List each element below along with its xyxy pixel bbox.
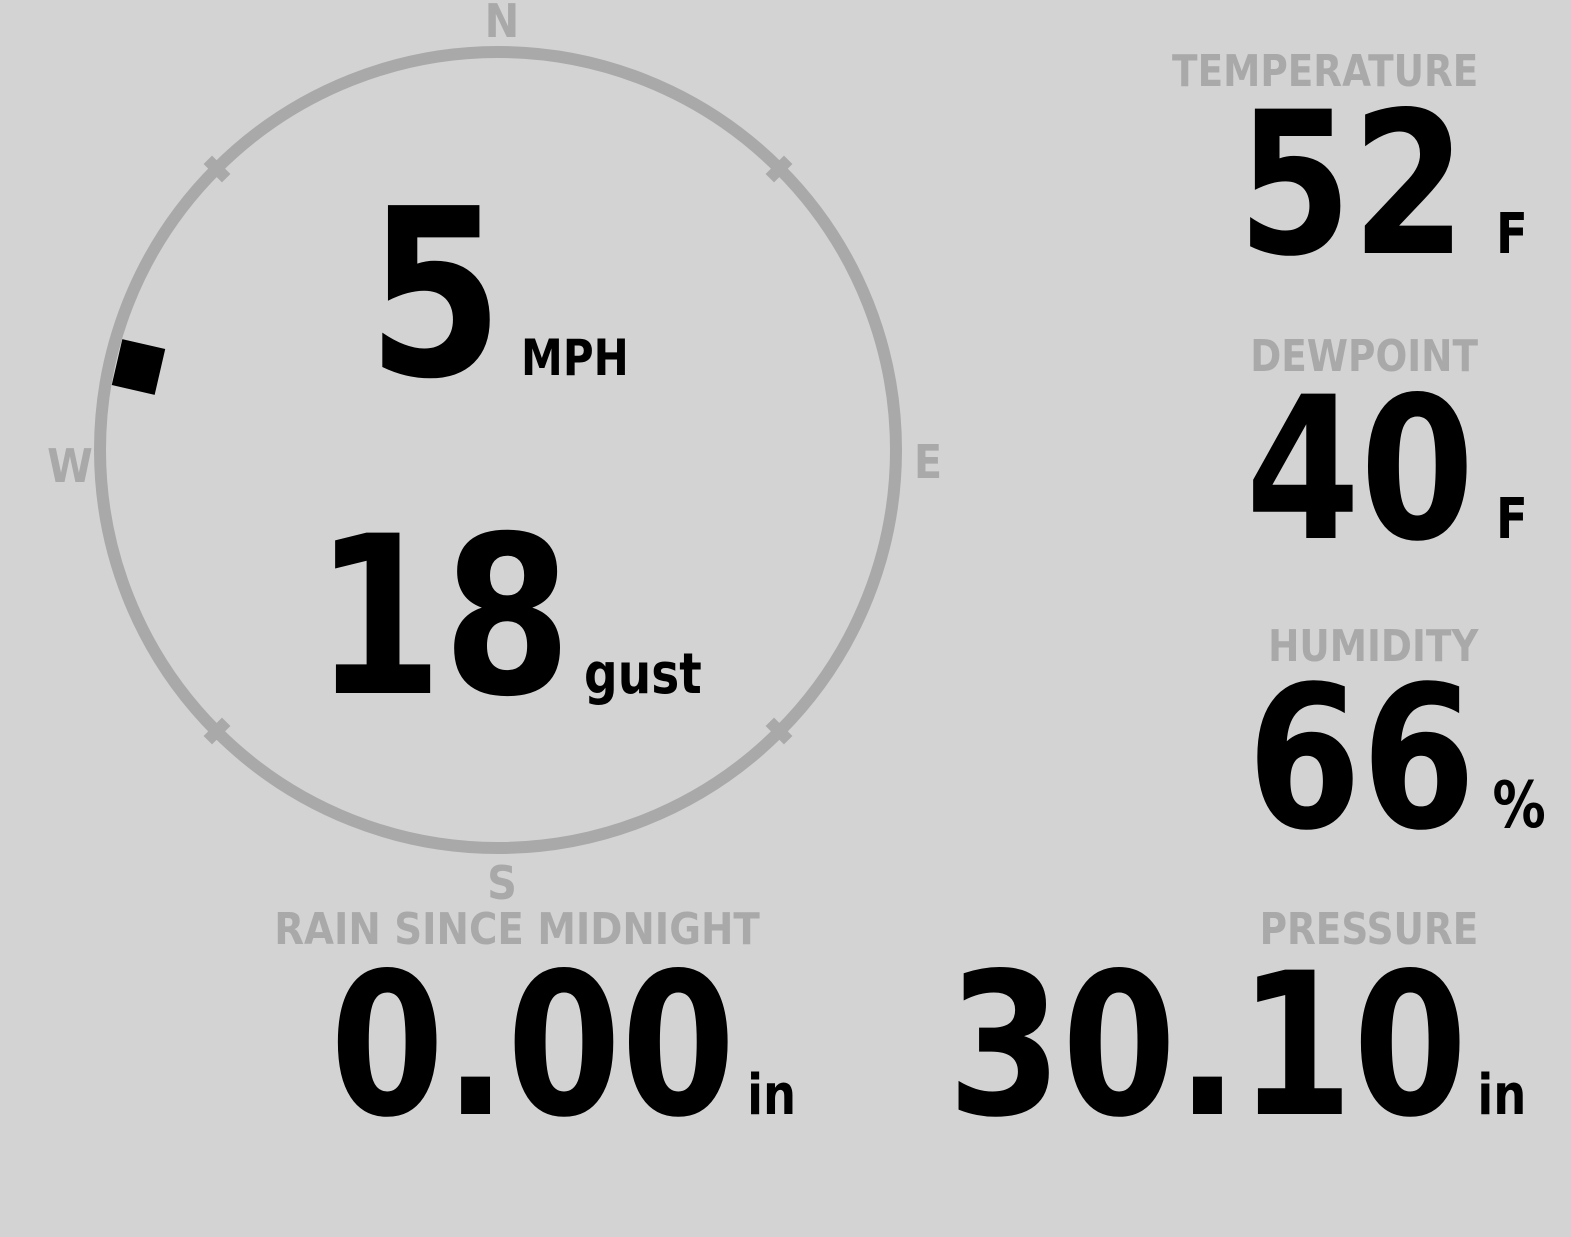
wind-speed: 5 MPH xyxy=(367,178,629,411)
dewpoint-unit: F xyxy=(1496,487,1528,552)
rain-value: 0.00 xyxy=(330,930,736,1161)
pressure-label: PRESSURE xyxy=(1259,904,1478,955)
temperature-unit: F xyxy=(1496,202,1528,267)
wind-gust: 18 gust xyxy=(314,507,701,727)
humidity-reading: 66 % xyxy=(1247,660,1546,858)
temperature-label: TEMPERATURE xyxy=(1171,46,1478,97)
temperature-reading: 52 F xyxy=(1238,86,1528,284)
wind-gust-unit: gust xyxy=(584,642,702,707)
wind-gust-value: 18 xyxy=(314,489,572,745)
dewpoint-label: DEWPOINT xyxy=(1250,331,1478,382)
dewpoint-value: 40 xyxy=(1245,354,1475,585)
compass-label-west: W xyxy=(47,439,93,493)
wind-speed-value: 5 xyxy=(367,159,504,430)
pressure-value: 30.10 xyxy=(947,930,1468,1161)
pressure-unit: in xyxy=(1476,1063,1526,1128)
humidity-unit: % xyxy=(1492,769,1546,843)
humidity-value: 66 xyxy=(1247,643,1477,874)
pressure-reading: 30.10 in xyxy=(947,947,1526,1145)
temperature-value: 52 xyxy=(1237,69,1467,300)
rain-label: RAIN SINCE MIDNIGHT xyxy=(274,904,760,955)
rain-reading: 0.00 in xyxy=(330,947,796,1145)
compass-label-north: N xyxy=(484,0,520,48)
humidity-label: HUMIDITY xyxy=(1267,621,1478,672)
compass-label-east: E xyxy=(913,435,943,489)
compass-label-south: S xyxy=(487,856,517,910)
wind-speed-unit: MPH xyxy=(521,329,629,387)
rain-unit: in xyxy=(747,1063,797,1128)
dewpoint-reading: 40 F xyxy=(1246,371,1528,569)
